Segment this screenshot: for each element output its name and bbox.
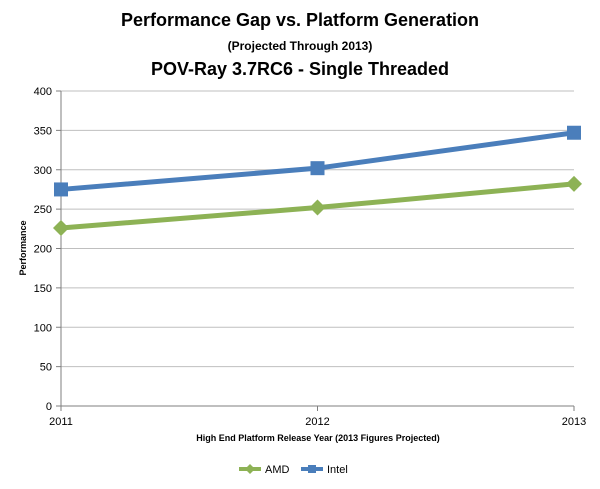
intel-series-line xyxy=(60,130,575,192)
x-tick-label: 2011 xyxy=(49,416,73,428)
amd-data-point xyxy=(566,175,582,192)
x-tick-label: 2013 xyxy=(562,416,586,428)
amd-data-point xyxy=(53,220,69,237)
y-tick-label: 50 xyxy=(40,362,52,374)
axes: 0 50 100 150 200 250 300 350 400 2011 2012 2013 xyxy=(34,86,587,428)
intel-legend-label: Intel xyxy=(327,464,348,476)
y-tick-label: 300 xyxy=(34,165,52,177)
grid xyxy=(61,90,574,368)
legend: AMD Intel xyxy=(239,464,348,476)
y-tick-label: 150 xyxy=(34,283,52,295)
intel-data-point xyxy=(310,161,325,176)
intel-data-point xyxy=(567,125,581,140)
y-tick-label: 100 xyxy=(34,322,52,334)
chart-title-secondary: POV-Ray 3.7RC6 - Single Threaded xyxy=(151,59,449,79)
y-tick-label: 250 xyxy=(34,204,52,216)
chart-title: Performance Gap vs. Platform Generation xyxy=(121,10,479,30)
y-tick-label: 200 xyxy=(34,244,52,256)
amd-legend-label: AMD xyxy=(265,464,290,476)
chart-subtitle: (Projected Through 2013) xyxy=(228,39,373,53)
x-tick-label: 2012 xyxy=(305,416,329,428)
y-tick-label: 350 xyxy=(34,125,52,137)
y-tick-label: 0 xyxy=(46,401,52,413)
amd-legend-marker xyxy=(245,464,255,474)
intel-legend-marker xyxy=(308,465,316,473)
y-tick-label: 400 xyxy=(34,86,52,98)
intel-data-point xyxy=(54,182,68,197)
amd-data-point xyxy=(309,199,326,216)
y-axis-label: Performance xyxy=(18,220,28,275)
series-group xyxy=(53,125,582,237)
x-axis-label: High End Platform Release Year (2013 Fig… xyxy=(196,433,439,443)
